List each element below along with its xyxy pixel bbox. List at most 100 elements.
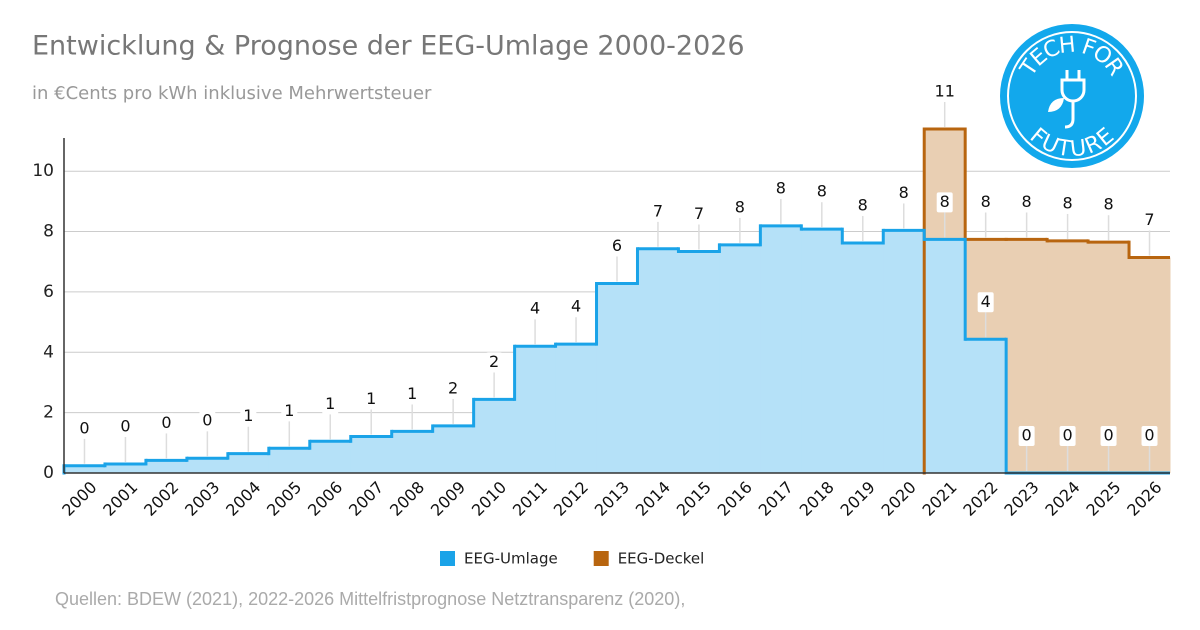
data-label: 4	[571, 297, 581, 316]
label-background	[117, 416, 134, 437]
area-step	[473, 399, 516, 473]
label-background	[936, 192, 953, 213]
data-label: 8	[1062, 193, 1072, 212]
label-background	[404, 384, 421, 405]
data-label: 8	[817, 182, 827, 201]
data-label: 7	[1144, 210, 1154, 229]
area-step	[64, 465, 106, 473]
data-label: 8	[981, 192, 991, 211]
label-background	[977, 192, 994, 213]
data-label: 8	[1022, 192, 1032, 211]
data-label: 4	[981, 292, 991, 311]
data-label: 7	[653, 201, 663, 220]
data-label: 8	[899, 183, 909, 202]
label-background	[649, 201, 666, 222]
logo-leaf	[1048, 98, 1064, 112]
data-label: 0	[1103, 426, 1113, 445]
label-background	[854, 196, 871, 217]
data-label: 1	[325, 394, 335, 413]
data-label: 0	[202, 411, 212, 430]
logo: TECH FOR FUTURE	[1000, 24, 1144, 168]
area-step	[760, 225, 802, 473]
area-step	[350, 436, 393, 473]
label-background	[199, 411, 216, 432]
label-background	[1141, 426, 1158, 446]
data-label: 7	[694, 204, 704, 223]
data-label: 8	[735, 197, 745, 216]
label-background	[936, 81, 953, 102]
label-background	[486, 352, 503, 373]
area-step	[637, 248, 679, 473]
label-background	[690, 204, 707, 225]
label-background	[281, 401, 298, 422]
label-background	[363, 389, 380, 410]
data-label: 4	[530, 299, 540, 318]
area-step	[965, 339, 1007, 473]
data-label: 0	[120, 416, 130, 435]
legend-swatch	[593, 551, 609, 566]
area-step	[432, 425, 475, 473]
label-background	[731, 197, 748, 218]
label-background	[1141, 210, 1158, 231]
label-background	[568, 297, 585, 318]
data-label: 2	[448, 378, 458, 397]
y-tick-label: 2	[43, 403, 54, 423]
label-background	[609, 236, 625, 257]
y-tick-label: 10	[32, 161, 54, 181]
label-background	[240, 406, 257, 427]
area-step	[801, 229, 843, 473]
data-label: 8	[1103, 195, 1113, 214]
logo-circle	[1000, 24, 1144, 168]
area-step	[268, 448, 311, 473]
label-background	[1018, 192, 1035, 213]
data-label: 1	[407, 384, 417, 403]
label-background	[158, 413, 175, 434]
area-step	[104, 463, 147, 473]
area-step	[514, 346, 557, 473]
data-label: 0	[1022, 426, 1032, 445]
area-step	[678, 251, 720, 473]
data-label: 6	[612, 236, 622, 255]
area-step	[186, 458, 229, 473]
data-label: 0	[161, 413, 171, 432]
area-step	[145, 460, 188, 473]
logo-plug	[1060, 70, 1086, 129]
label-background	[772, 178, 789, 199]
label-background	[76, 418, 93, 439]
area-step	[842, 243, 884, 473]
source-note: Quellen: BDEW (2021), 2022-2026 Mittelfr…	[55, 589, 685, 609]
legend-label: EEG-Deckel	[618, 550, 705, 568]
area-step	[596, 283, 638, 473]
legend-label: EEG-Umlage	[464, 550, 558, 568]
area-step	[391, 431, 434, 473]
data-label: 0	[1144, 426, 1154, 445]
y-tick-label: 4	[43, 342, 54, 362]
data-label: 11	[935, 81, 955, 100]
data-label: 1	[366, 389, 376, 408]
label-background	[1100, 426, 1117, 446]
label-background	[1018, 426, 1035, 446]
area-step	[555, 344, 598, 473]
data-label: 0	[79, 418, 89, 437]
label-background	[527, 299, 544, 320]
y-tick-label: 0	[43, 463, 54, 483]
area-step	[309, 441, 352, 473]
chart-subtitle: in €Cents pro kWh inklusive Mehrwertsteu…	[32, 83, 432, 104]
data-label: 8	[776, 178, 786, 197]
label-background	[445, 378, 462, 399]
label-background	[1059, 426, 1076, 446]
data-label: 1	[243, 406, 253, 425]
label-background	[895, 183, 912, 204]
legend-swatch	[440, 551, 455, 566]
label-background	[977, 292, 994, 313]
data-label: 0	[1062, 426, 1072, 445]
label-background	[1100, 195, 1117, 216]
y-tick-label: 8	[43, 222, 54, 242]
data-label: 8	[940, 192, 950, 211]
data-label: 8	[858, 196, 868, 215]
area-step	[719, 244, 761, 473]
logo-ring	[1007, 31, 1137, 161]
label-background	[1059, 193, 1076, 214]
area-step	[883, 230, 925, 473]
